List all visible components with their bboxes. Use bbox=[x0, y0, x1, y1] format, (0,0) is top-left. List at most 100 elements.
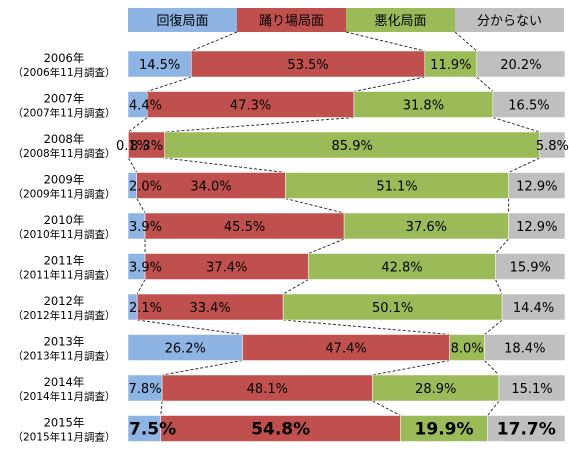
bar-segment bbox=[492, 91, 566, 118]
legend-swatch bbox=[237, 8, 346, 32]
bar-row: 2013年（2013年11月調査） 26.2% 47.4% 8.0% 18.4% bbox=[12, 334, 566, 363]
bar-row: 2015年（2015年11月調査） 7.5% 54.8% 19.9% 17.7% bbox=[12, 415, 566, 444]
connector-line bbox=[191, 31, 238, 52]
data-label: 48.1% bbox=[247, 382, 288, 397]
bar-row: 2012年（2012年11月調査） 2.1% 33.4% 50.1% 14.4% bbox=[12, 293, 566, 322]
bar-segment bbox=[400, 415, 488, 442]
data-label: 85.9% bbox=[332, 139, 373, 154]
data-label: 47.3% bbox=[230, 99, 271, 114]
connector-line bbox=[128, 117, 148, 133]
data-label: 7.8% bbox=[129, 382, 162, 397]
data-label: 3.9% bbox=[129, 220, 162, 235]
category-survey-label: （2013年11月調査） bbox=[12, 350, 115, 363]
category-survey-label: （2009年11月調査） bbox=[12, 188, 115, 201]
connector-line bbox=[492, 117, 540, 133]
data-label: 53.5% bbox=[287, 58, 328, 73]
connector-line bbox=[136, 279, 146, 295]
legend-swatch bbox=[346, 8, 455, 32]
data-label: 19.9% bbox=[415, 420, 474, 440]
bar-segment bbox=[372, 374, 500, 402]
bar-row: 2014年（2014年11月調査） 7.8% 48.1% 28.9% 15.1% bbox=[12, 374, 566, 403]
bar-segment bbox=[498, 374, 566, 402]
data-label: 15.1% bbox=[511, 382, 552, 397]
connector-line bbox=[484, 319, 503, 335]
bar-segment bbox=[144, 212, 345, 240]
data-label: 2.1% bbox=[129, 301, 162, 316]
data-label: 26.2% bbox=[165, 342, 206, 357]
category-year-label: 2014年 bbox=[44, 375, 85, 389]
bar-row: 2010年（2010年11月調査） 3.9% 45.5% 37.6% 12.9% bbox=[12, 212, 566, 241]
connector-line bbox=[476, 76, 494, 92]
data-label: 54.8% bbox=[251, 420, 310, 440]
connector-line bbox=[345, 31, 425, 52]
bar-segment bbox=[484, 334, 566, 361]
data-label: 15.9% bbox=[510, 261, 551, 276]
data-label: 17.7% bbox=[497, 420, 556, 440]
data-label: 5.8% bbox=[536, 139, 569, 154]
bar-row: 2008年（2008年11月調査） 0.1%8.3% 85.9% 5.8% bbox=[12, 131, 569, 160]
bar-segment bbox=[136, 172, 286, 199]
connector-line bbox=[508, 157, 540, 173]
bar-segment bbox=[476, 50, 566, 78]
connector-line bbox=[162, 360, 243, 376]
bar-row: 2007年（2007年11月調査） 4.4% 47.3% 31.8% 16.5% bbox=[12, 91, 566, 120]
data-label: 37.6% bbox=[406, 220, 447, 235]
category-survey-label: （2012年11月調査） bbox=[12, 309, 115, 322]
data-label: 47.4% bbox=[325, 342, 366, 357]
bar-segment bbox=[144, 253, 309, 280]
bar-segment bbox=[127, 50, 192, 78]
data-label: 31.8% bbox=[403, 99, 444, 114]
category-survey-label: （2010年11月調査） bbox=[12, 228, 115, 241]
data-label: 33.4% bbox=[189, 301, 230, 316]
bar-segment bbox=[161, 374, 373, 402]
bar-segment bbox=[285, 172, 509, 199]
data-label: 4.4% bbox=[129, 99, 162, 114]
data-label: 16.5% bbox=[508, 99, 549, 114]
data-label: 12.9% bbox=[516, 220, 557, 235]
category-year-label: 2012年 bbox=[44, 294, 85, 308]
category-survey-label: （2015年11月調査） bbox=[12, 431, 115, 444]
category-survey-label: （2007年11月調査） bbox=[12, 107, 115, 120]
data-label: 7.5% bbox=[129, 420, 176, 440]
connector-line bbox=[128, 157, 138, 173]
connector-line bbox=[282, 279, 309, 295]
legend-label: 悪化局面 bbox=[374, 14, 426, 29]
legend-label: 踊り場局面 bbox=[259, 14, 324, 29]
connector-line bbox=[487, 400, 500, 416]
connector-line bbox=[372, 400, 401, 416]
data-label: 14.4% bbox=[513, 301, 554, 316]
data-label: 0.1% bbox=[116, 139, 149, 154]
category-survey-label: （2011年11月調査） bbox=[12, 269, 115, 282]
bar-segment bbox=[508, 212, 566, 240]
series-connectors bbox=[128, 31, 540, 416]
connector-line bbox=[160, 400, 163, 416]
bar-segment bbox=[449, 334, 485, 361]
data-label: 8.3% bbox=[130, 139, 163, 154]
category-survey-label: （2006年11月調査） bbox=[12, 66, 115, 79]
bar-row: 2009年（2009年11月調査） 2.0% 34.0% 51.1% 12.9% bbox=[12, 172, 566, 201]
data-label: 20.2% bbox=[500, 58, 541, 73]
category-survey-label: （2014年11月調査） bbox=[12, 390, 115, 403]
bar-segment bbox=[308, 253, 496, 280]
bar-segment bbox=[282, 293, 503, 321]
bar-segment bbox=[501, 293, 566, 321]
bar-segment bbox=[343, 212, 509, 240]
data-label: 34.0% bbox=[190, 180, 231, 195]
bar-segment bbox=[127, 374, 163, 402]
connector-line bbox=[283, 319, 450, 335]
connector-line bbox=[484, 360, 500, 376]
data-label: 50.1% bbox=[372, 301, 413, 316]
connector-line bbox=[353, 76, 425, 92]
data-label: 8.0% bbox=[451, 342, 484, 357]
legend-swatch bbox=[128, 8, 237, 32]
bar-segment bbox=[539, 131, 566, 159]
data-label: 28.9% bbox=[415, 382, 456, 397]
category-year-label: 2008年 bbox=[44, 132, 85, 146]
bar-segment bbox=[164, 131, 540, 159]
bar-segment bbox=[242, 334, 450, 361]
category-year-label: 2006年 bbox=[44, 51, 85, 65]
category-year-label: 2011年 bbox=[44, 254, 85, 268]
connector-line bbox=[164, 117, 354, 133]
bar-segment bbox=[128, 131, 165, 159]
